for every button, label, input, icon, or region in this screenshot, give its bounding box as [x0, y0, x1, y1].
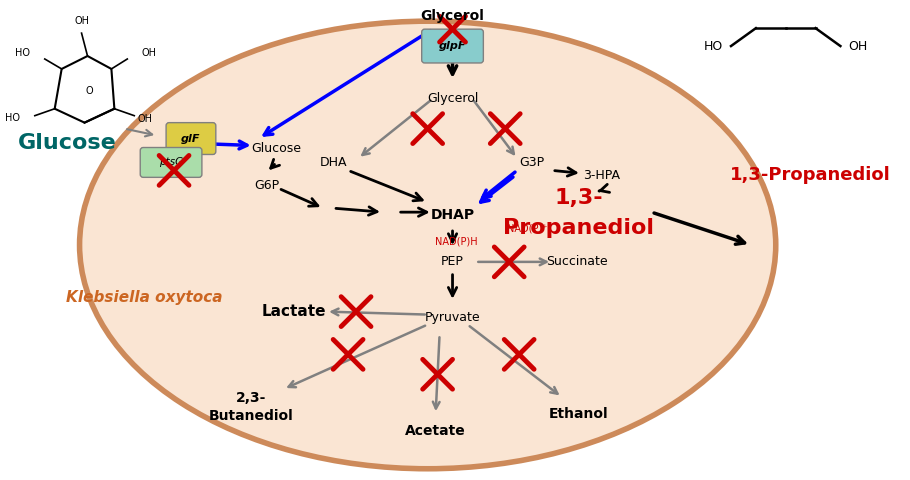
FancyBboxPatch shape [140, 147, 202, 177]
FancyBboxPatch shape [167, 123, 216, 155]
Text: OH: OH [848, 39, 867, 53]
FancyBboxPatch shape [421, 29, 483, 63]
Text: O: O [86, 86, 94, 96]
Text: glpF: glpF [439, 41, 466, 51]
Text: Acetate: Acetate [405, 424, 466, 438]
Text: G3P: G3P [520, 156, 545, 169]
Text: OH: OH [141, 48, 157, 58]
Text: Ethanol: Ethanol [549, 407, 609, 421]
Text: Pyruvate: Pyruvate [425, 311, 480, 324]
Text: 1,3-Propanediol: 1,3-Propanediol [730, 167, 891, 184]
Text: glF: glF [181, 133, 201, 144]
Text: Glucose: Glucose [251, 142, 301, 155]
Text: Klebsiella oxytoca: Klebsiella oxytoca [66, 290, 222, 305]
Text: OH: OH [137, 114, 152, 124]
Text: DHA: DHA [319, 156, 347, 169]
Text: 3-HPA: 3-HPA [583, 169, 621, 182]
Text: DHAP: DHAP [430, 208, 475, 222]
Text: OH: OH [74, 16, 89, 26]
Text: Propanediol: Propanediol [503, 218, 654, 238]
Text: HO: HO [703, 39, 723, 53]
Text: Glycerol: Glycerol [427, 92, 479, 105]
Ellipse shape [79, 21, 775, 469]
Text: HO: HO [5, 113, 20, 123]
Text: ptsG: ptsG [159, 157, 183, 168]
Text: 2,3-
Butanediol: 2,3- Butanediol [208, 391, 293, 423]
Text: 1,3-: 1,3- [554, 188, 603, 208]
Text: HO: HO [15, 48, 30, 58]
Text: Succinate: Succinate [546, 255, 608, 268]
Text: PEP: PEP [441, 255, 464, 268]
Text: NAD(P)H: NAD(P)H [435, 237, 478, 247]
Text: Lactate: Lactate [261, 304, 326, 319]
Text: Glucose: Glucose [18, 132, 117, 153]
Text: G6P: G6P [254, 179, 279, 192]
Text: Glycerol: Glycerol [420, 9, 484, 23]
Text: NAD(P)⁺: NAD(P)⁺ [507, 223, 548, 233]
